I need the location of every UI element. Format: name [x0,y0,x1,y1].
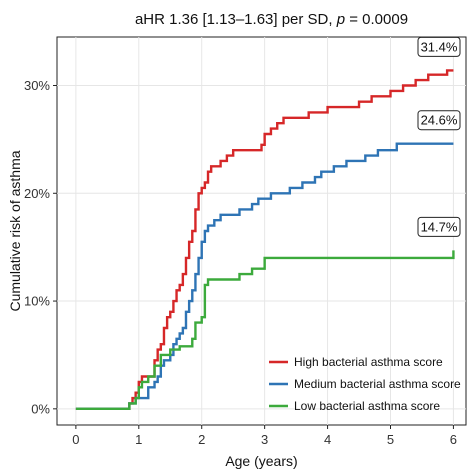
x-tick-label: 5 [387,432,394,447]
series-line-1 [75,142,454,411]
legend-label-1: Medium bacterial asthma score [294,377,461,391]
legend-label-2: Low bacterial asthma score [294,399,440,413]
chart-title: aHR 1.36 [1.13–1.63] per SD, p = 0.0009 [135,11,408,28]
x-tick-label: 2 [198,432,205,447]
x-tick-label: 4 [324,432,331,447]
end-label-1: 24.6% [417,110,461,131]
y-tick-label: 30% [24,78,50,93]
x-tick-label: 1 [135,432,142,447]
end-label-box [417,110,461,131]
end-label-value: 31.4% [421,39,458,54]
end-label-value: 14.7% [421,219,458,234]
y-axis-title: Cumulative risk of asthma [7,150,23,311]
title-p-symbol: p [336,11,345,28]
end-label-box [417,216,461,237]
end-label-0: 31.4% [417,36,461,57]
y-tick-label: 20% [24,186,50,201]
series-line-2 [75,250,455,411]
y-tick-label: 0% [31,401,50,416]
x-tick-label: 0 [72,432,79,447]
x-tick-label: 6 [450,432,457,447]
plot-panel [56,36,467,426]
legend-label-0: High bacterial asthma score [294,355,443,369]
legend: High bacterial asthma score Medium bacter… [269,355,461,413]
end-label-2: 14.7% [417,216,461,237]
end-value-labels: 31.4% 24.6% 14.7% [417,36,461,237]
title-prefix: aHR 1.36 [1.13–1.63] per SD, [135,11,337,28]
end-label-box [417,36,461,57]
end-label-value: 24.6% [421,113,458,128]
title-suffix: = 0.0009 [345,11,408,28]
axes: 0 1 2 3 4 5 6 0% 10% 20% 30% [24,78,457,447]
y-tick-label: 10% [24,294,50,309]
x-axis-title: Age (years) [225,453,297,469]
series-lines [75,69,455,411]
x-tick-label: 3 [261,432,268,447]
series-line-0 [75,69,454,411]
